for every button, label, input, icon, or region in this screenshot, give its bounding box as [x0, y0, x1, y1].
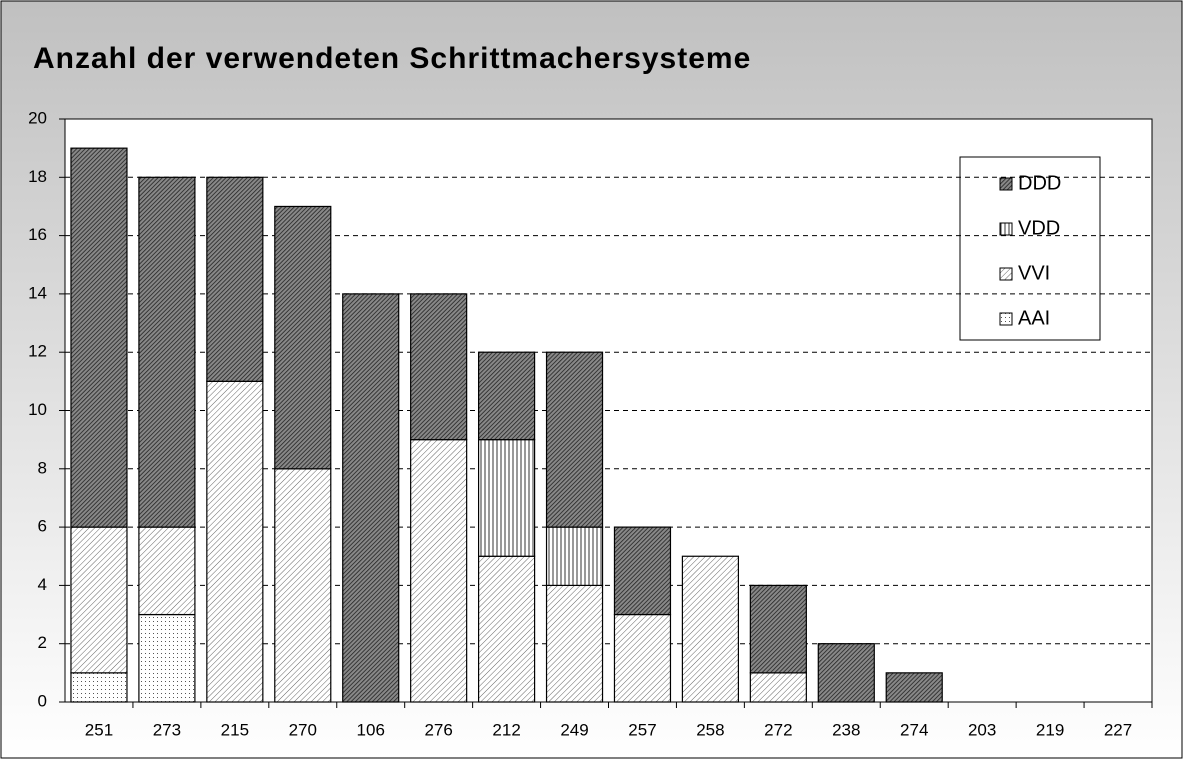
legend-swatch: [999, 177, 1013, 191]
x-tick-label: 227: [1104, 720, 1132, 739]
bar-segment: [410, 439, 468, 703]
x-tick-label: 238: [832, 720, 860, 739]
y-tick-label: 6: [38, 517, 47, 536]
bar-segment: [342, 293, 400, 703]
legend-swatch: [999, 312, 1013, 326]
x-tick-label: 219: [1036, 720, 1064, 739]
x-tick-label: 257: [628, 720, 656, 739]
x-tick-label: 203: [968, 720, 996, 739]
legend-label: DDD: [1018, 172, 1061, 194]
bar-segment: [477, 555, 536, 703]
bar-segment: [138, 526, 196, 616]
x-tick-label: 270: [289, 720, 317, 739]
bar-segment: [613, 526, 672, 616]
y-tick-label: 4: [38, 575, 47, 594]
y-tick-label: 20: [28, 108, 47, 127]
bar-segment: [70, 147, 128, 528]
legend-swatch: [999, 267, 1013, 281]
y-tick-label: 12: [28, 342, 47, 361]
x-tick-label: 272: [764, 720, 792, 739]
legend-swatch: [999, 222, 1013, 236]
y-tick-label: 0: [38, 691, 47, 710]
x-tick-label: 251: [85, 720, 113, 739]
x-tick-label: 273: [153, 720, 181, 739]
x-tick-label: 212: [492, 720, 520, 739]
bar-segment: [885, 672, 943, 703]
bar-segment: [274, 205, 332, 470]
y-tick-label: 18: [28, 167, 47, 186]
y-tick-label: 10: [28, 400, 47, 419]
x-tick-label: 274: [900, 720, 928, 739]
bar-segment: [206, 380, 264, 703]
bar-segment: [749, 584, 807, 674]
y-tick-label: 16: [28, 225, 47, 244]
bar-segment: [70, 526, 128, 674]
bar-segment: [138, 613, 196, 703]
y-tick-label: 8: [38, 458, 47, 477]
x-tick-label: 215: [221, 720, 249, 739]
bar-segment: [477, 439, 536, 557]
x-tick-label: 276: [424, 720, 452, 739]
x-tick-label: 106: [357, 720, 385, 739]
bar-segment: [613, 613, 672, 703]
bar-segment: [545, 526, 604, 586]
y-tick-label: 14: [28, 283, 47, 302]
y-tick-label: 2: [38, 633, 47, 652]
bar-segment: [545, 584, 604, 703]
bar-segment: [749, 672, 807, 703]
legend: [959, 156, 1101, 341]
legend-label: VVI: [1018, 262, 1050, 284]
bar-segment: [70, 672, 128, 703]
bar-segment: [681, 555, 740, 703]
bar-segment: [410, 293, 468, 441]
legend-label: AAI: [1018, 307, 1050, 329]
chart-title: Anzahl der verwendeten Schrittmachersyst…: [33, 42, 751, 75]
bar-segment: [477, 351, 536, 441]
bar-segment: [817, 643, 875, 703]
bar-segment: [274, 468, 332, 703]
legend-label: VDD: [1018, 217, 1060, 239]
bar-segment: [206, 176, 264, 382]
bar-segment: [545, 351, 604, 528]
x-tick-label: 249: [560, 720, 588, 739]
x-tick-label: 258: [696, 720, 724, 739]
bar-segment: [138, 176, 196, 528]
